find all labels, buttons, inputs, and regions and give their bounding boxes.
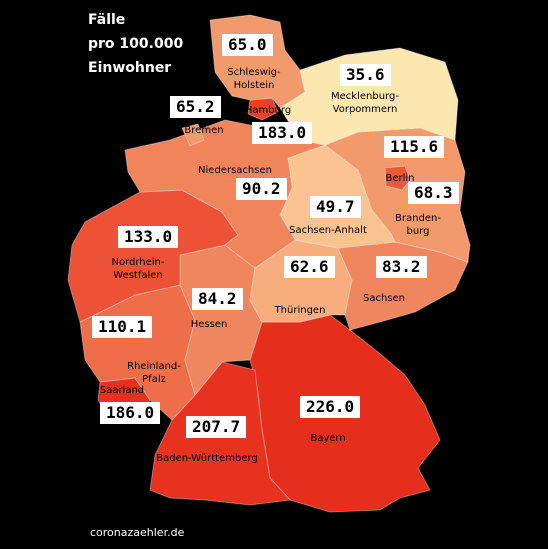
label-sh: Schleswig- Holstein xyxy=(227,67,281,91)
label-rp: Rheinland- Pfalz xyxy=(127,361,181,385)
value-badge-hb: 65.2 xyxy=(170,96,221,118)
value-badge-st: 49.7 xyxy=(310,196,361,218)
label-th: Thüringen xyxy=(274,305,326,316)
label-hb: Bremen xyxy=(184,125,224,136)
label-hh: Hamburg xyxy=(244,105,292,116)
label-by: Bayern xyxy=(310,433,346,444)
state-shape-bb[interactable] xyxy=(323,127,471,263)
title-line-3: Einwohner xyxy=(88,60,172,76)
source-footer: coronazaehler.de xyxy=(90,526,185,539)
value-badge-he: 84.2 xyxy=(192,288,243,310)
value-badge-bb: 68.3 xyxy=(408,182,459,204)
value-badge-hh: 183.0 xyxy=(252,122,313,144)
value-badge-sn: 83.2 xyxy=(376,256,427,278)
value-badge-mv: 35.6 xyxy=(340,64,391,86)
value-badge-sh: 65.0 xyxy=(222,34,273,56)
label-bb: Branden- burg xyxy=(395,213,441,237)
state-shape-hb[interactable] xyxy=(181,123,205,147)
map-title: Fälle pro 100.000 Einwohner xyxy=(88,8,183,80)
state-shape-sh[interactable] xyxy=(209,14,306,109)
label-ni: Niedersachsen xyxy=(198,165,272,176)
label-sl: Saarland xyxy=(99,385,145,396)
value-badge-th: 62.6 xyxy=(284,256,335,278)
label-nw: Nordrhein- Westfalen xyxy=(111,257,165,281)
value-badge-ni: 90.2 xyxy=(236,178,287,200)
label-mv: Mecklenburg- Vorpommern xyxy=(331,91,399,115)
value-badge-rp: 110.1 xyxy=(92,316,153,338)
value-badge-bw: 207.7 xyxy=(186,416,247,438)
state-shape-mv[interactable] xyxy=(279,47,459,146)
state-shape-sn[interactable] xyxy=(337,241,469,331)
value-badge-nw: 133.0 xyxy=(118,226,179,248)
state-shape-hh[interactable] xyxy=(247,97,279,121)
label-be: Berlin xyxy=(385,173,415,184)
title-line-2: pro 100.000 xyxy=(88,36,184,52)
value-badge-by: 226.0 xyxy=(300,396,361,418)
state-shape-be[interactable] xyxy=(384,165,411,191)
label-st: Sachsen-Anhalt xyxy=(289,225,367,236)
label-bw: Baden-Württemberg xyxy=(156,453,258,464)
label-sn: Sachsen xyxy=(362,293,405,304)
value-badge-be: 115.6 xyxy=(384,136,445,158)
value-badge-sl: 186.0 xyxy=(100,402,161,424)
title-line-1: Fälle xyxy=(88,12,126,28)
label-he: Hessen xyxy=(190,319,228,330)
